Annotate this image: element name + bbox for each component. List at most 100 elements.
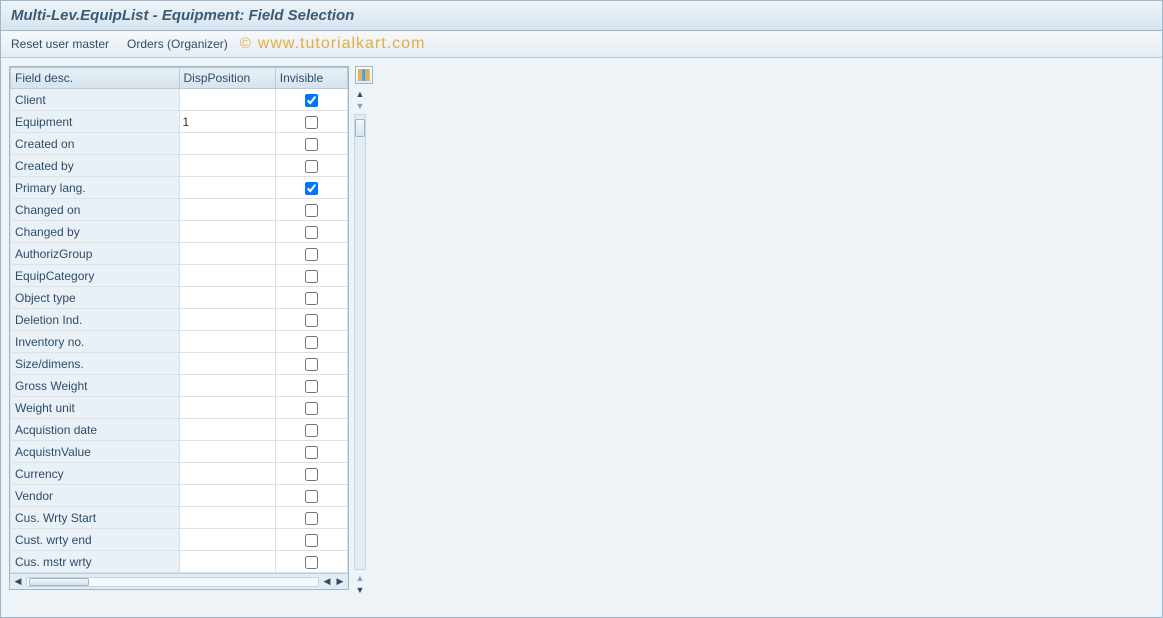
disp-position-input[interactable] [180, 398, 275, 418]
disp-position-input[interactable] [180, 332, 275, 352]
disp-position-input[interactable] [180, 112, 275, 132]
invisible-checkbox[interactable] [305, 556, 318, 569]
disp-position-input[interactable] [180, 376, 275, 396]
field-desc-cell[interactable]: Currency [11, 463, 180, 485]
field-desc-cell[interactable]: Weight unit [11, 397, 180, 419]
invisible-checkbox[interactable] [305, 314, 318, 327]
invisible-checkbox[interactable] [305, 116, 318, 129]
invisible-cell [275, 529, 347, 551]
v-scroll-thumb[interactable] [355, 119, 365, 137]
horizontal-scrollbar[interactable]: ◀ ◀ ▶ [10, 573, 348, 589]
vertical-scrollbar[interactable]: ▲ ▼ ▲ ▼ [352, 88, 368, 596]
table-settings-button[interactable] [355, 66, 373, 84]
field-desc-cell[interactable]: Acquistion date [11, 419, 180, 441]
invisible-checkbox[interactable] [305, 358, 318, 371]
orders-organizer-button[interactable]: Orders (Organizer) [127, 37, 228, 51]
field-desc-cell[interactable]: EquipCategory [11, 265, 180, 287]
disp-position-input[interactable] [180, 310, 275, 330]
disp-position-input[interactable] [180, 178, 275, 198]
invisible-checkbox[interactable] [305, 270, 318, 283]
scroll-down-step-icon[interactable]: ▲ [354, 572, 366, 584]
col-header-desc[interactable]: Field desc. [11, 68, 180, 89]
title-bar: Multi-Lev.EquipList - Equipment: Field S… [1, 1, 1162, 31]
reset-user-master-button[interactable]: Reset user master [11, 37, 109, 51]
invisible-checkbox[interactable] [305, 292, 318, 305]
disp-position-input[interactable] [180, 288, 275, 308]
invisible-checkbox[interactable] [305, 138, 318, 151]
disp-position-input[interactable] [180, 222, 275, 242]
disp-position-cell [179, 419, 275, 441]
invisible-cell [275, 551, 347, 573]
scroll-left-icon[interactable]: ◀ [12, 576, 24, 588]
invisible-cell [275, 111, 347, 133]
disp-position-input[interactable] [180, 134, 275, 154]
h-scroll-thumb[interactable] [29, 578, 89, 586]
invisible-checkbox[interactable] [305, 512, 318, 525]
invisible-checkbox[interactable] [305, 446, 318, 459]
invisible-cell [275, 397, 347, 419]
h-scroll-track[interactable] [26, 577, 319, 587]
disp-position-input[interactable] [180, 354, 275, 374]
disp-position-input[interactable] [180, 244, 275, 264]
disp-position-input[interactable] [180, 464, 275, 484]
invisible-checkbox[interactable] [305, 226, 318, 239]
field-desc-cell[interactable]: Size/dimens. [11, 353, 180, 375]
field-desc-cell[interactable]: Cus. mstr wrty [11, 551, 180, 573]
field-desc-cell[interactable]: Vendor [11, 485, 180, 507]
invisible-checkbox[interactable] [305, 182, 318, 195]
col-header-pos[interactable]: DispPosition [179, 68, 275, 89]
invisible-checkbox[interactable] [305, 468, 318, 481]
field-desc-cell[interactable]: Inventory no. [11, 331, 180, 353]
table-row: Changed on [11, 199, 348, 221]
table-row: AuthorizGroup [11, 243, 348, 265]
disp-position-input[interactable] [180, 420, 275, 440]
disp-position-cell [179, 155, 275, 177]
invisible-checkbox[interactable] [305, 424, 318, 437]
invisible-checkbox[interactable] [305, 94, 318, 107]
invisible-checkbox[interactable] [305, 336, 318, 349]
disp-position-input[interactable] [180, 486, 275, 506]
table-settings-icon [358, 69, 370, 81]
scroll-right-icon[interactable]: ◀ [321, 576, 333, 588]
scroll-up-step-icon[interactable]: ▼ [354, 100, 366, 112]
field-desc-cell[interactable]: Primary lang. [11, 177, 180, 199]
table-row: Object type [11, 287, 348, 309]
field-desc-cell[interactable]: AcquistnValue [11, 441, 180, 463]
field-desc-cell[interactable]: AuthorizGroup [11, 243, 180, 265]
field-desc-cell[interactable]: Cust. wrty end [11, 529, 180, 551]
field-desc-cell[interactable]: Object type [11, 287, 180, 309]
disp-position-cell [179, 221, 275, 243]
field-desc-cell[interactable]: Changed by [11, 221, 180, 243]
disp-position-input[interactable] [180, 266, 275, 286]
table-row: Deletion Ind. [11, 309, 348, 331]
field-desc-cell[interactable]: Equipment [11, 111, 180, 133]
disp-position-input[interactable] [180, 552, 275, 572]
disp-position-input[interactable] [180, 200, 275, 220]
invisible-checkbox[interactable] [305, 490, 318, 503]
invisible-checkbox[interactable] [305, 380, 318, 393]
field-desc-cell[interactable]: Changed on [11, 199, 180, 221]
field-desc-cell[interactable]: Deletion Ind. [11, 309, 180, 331]
disp-position-input[interactable] [180, 530, 275, 550]
table-row: Primary lang. [11, 177, 348, 199]
field-desc-cell[interactable]: Created on [11, 133, 180, 155]
disp-position-input[interactable] [180, 90, 275, 110]
invisible-checkbox[interactable] [305, 534, 318, 547]
disp-position-input[interactable] [180, 442, 275, 462]
col-header-inv[interactable]: Invisible [275, 68, 347, 89]
table-row: EquipCategory [11, 265, 348, 287]
invisible-checkbox[interactable] [305, 204, 318, 217]
disp-position-input[interactable] [180, 156, 275, 176]
field-desc-cell[interactable]: Cus. Wrty Start [11, 507, 180, 529]
field-desc-cell[interactable]: Gross Weight [11, 375, 180, 397]
invisible-checkbox[interactable] [305, 402, 318, 415]
invisible-checkbox[interactable] [305, 160, 318, 173]
scroll-right-end-icon[interactable]: ▶ [334, 576, 346, 588]
disp-position-input[interactable] [180, 508, 275, 528]
v-scroll-track[interactable] [354, 114, 366, 570]
scroll-up-icon[interactable]: ▲ [354, 88, 366, 100]
field-desc-cell[interactable]: Created by [11, 155, 180, 177]
invisible-checkbox[interactable] [305, 248, 318, 261]
field-desc-cell[interactable]: Client [11, 89, 180, 111]
scroll-down-icon[interactable]: ▼ [354, 584, 366, 596]
